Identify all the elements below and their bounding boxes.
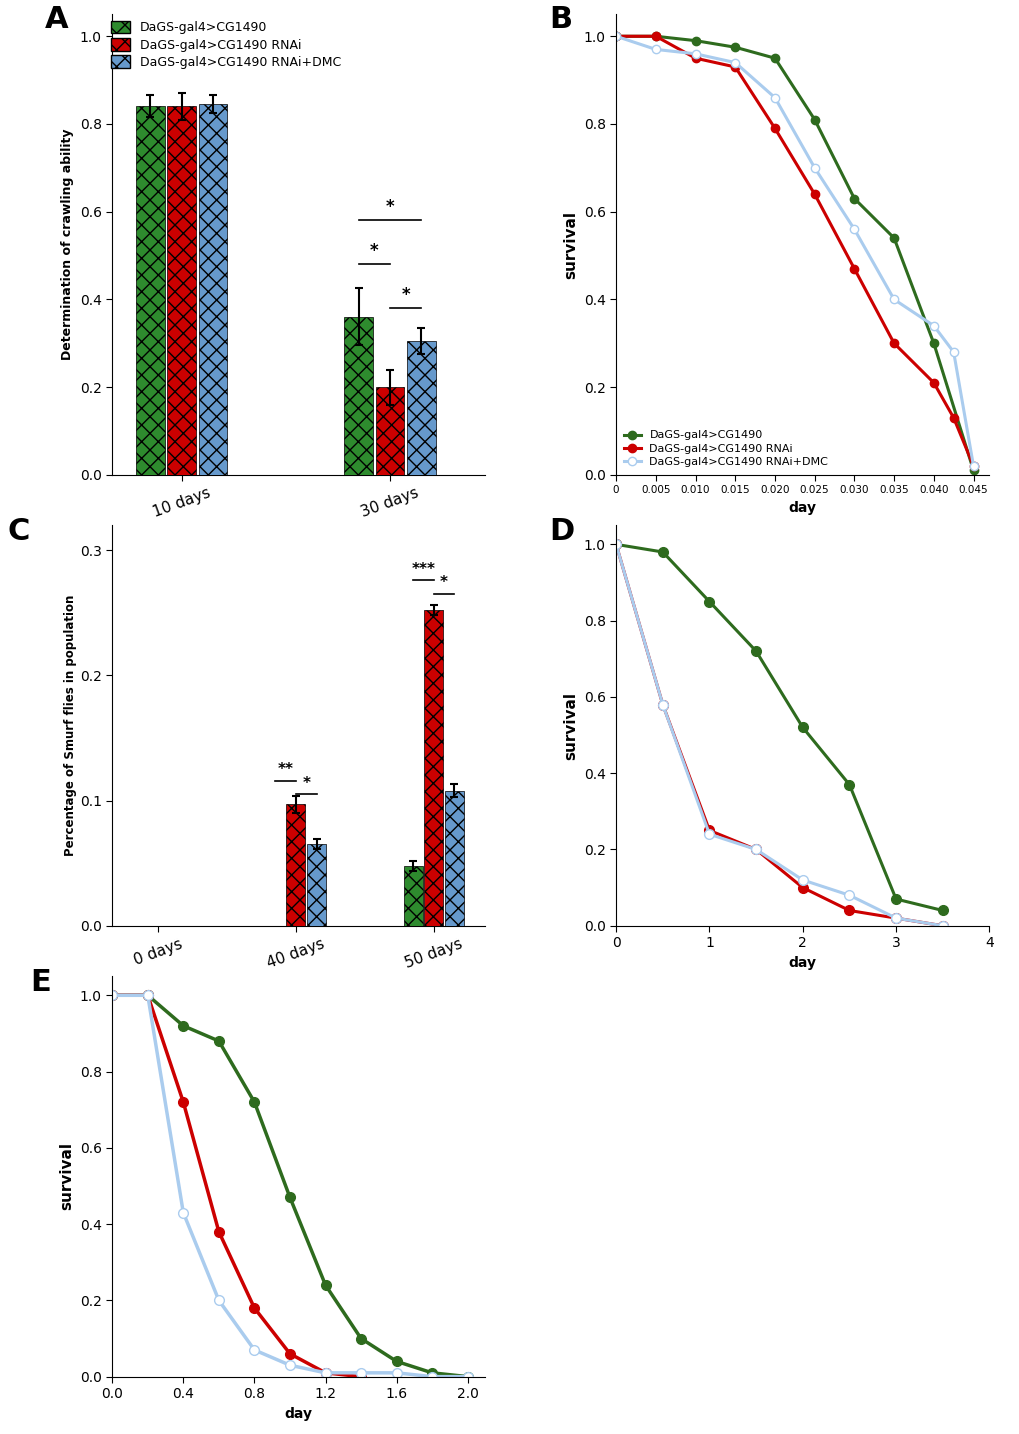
Legend: DaGS-gal4>CG1490, DaGS-gal4>CG1490 RNAi, DaGS-gal4>CG1490 RNAi+DMC: DaGS-gal4>CG1490, DaGS-gal4>CG1490 RNAi,…: [621, 429, 829, 469]
DaGS-gal4>CG1490 RNAi: [848, 260, 860, 277]
Bar: [167, 106, 196, 475]
Bar: [136, 106, 165, 475]
DaGS-gal4>CG1490: [729, 39, 741, 56]
DaGS-gal4>CG1490: [848, 189, 860, 206]
Bar: [199, 105, 227, 475]
Y-axis label: survival: survival: [59, 1143, 74, 1210]
Y-axis label: Determination of crawling ability: Determination of crawling ability: [61, 129, 74, 360]
DaGS-gal4>CG1490: [689, 32, 701, 49]
Bar: [375, 387, 404, 475]
DaGS-gal4>CG1490 RNAi: [689, 50, 701, 67]
DaGS-gal4>CG1490 RNAi: [966, 457, 978, 475]
DaGS-gal4>CG1490 RNAi+DMC: [926, 317, 938, 334]
Text: E: E: [30, 968, 51, 997]
Text: **: **: [277, 761, 293, 777]
X-axis label: day: day: [788, 500, 816, 515]
Legend: DaGS-gal4>CG1490, DaGS-gal4>CG1490 RNAi, DaGS-gal4>CG1490 RNAi+DMC: DaGS-gal4>CG1490, DaGS-gal4>CG1490 RNAi,…: [111, 20, 340, 69]
Line: DaGS-gal4>CG1490 RNAi: DaGS-gal4>CG1490 RNAi: [611, 32, 977, 470]
Text: *: *: [400, 285, 410, 304]
Bar: [286, 804, 305, 926]
DaGS-gal4>CG1490 RNAi: [947, 409, 959, 426]
Text: *: *: [302, 776, 310, 790]
Y-axis label: survival: survival: [562, 691, 578, 760]
DaGS-gal4>CG1490 RNAi: [888, 334, 900, 351]
X-axis label: day: day: [284, 1407, 313, 1421]
DaGS-gal4>CG1490 RNAi: [768, 120, 781, 138]
Text: *: *: [370, 242, 378, 260]
Bar: [424, 611, 443, 926]
DaGS-gal4>CG1490 RNAi+DMC: [609, 27, 622, 44]
DaGS-gal4>CG1490: [768, 50, 781, 67]
DaGS-gal4>CG1490 RNAi: [729, 59, 741, 76]
Bar: [444, 790, 464, 926]
DaGS-gal4>CG1490 RNAi+DMC: [729, 54, 741, 72]
Line: DaGS-gal4>CG1490 RNAi+DMC: DaGS-gal4>CG1490 RNAi+DMC: [611, 32, 977, 470]
Text: *: *: [439, 575, 447, 591]
DaGS-gal4>CG1490 RNAi: [926, 374, 938, 391]
DaGS-gal4>CG1490: [808, 110, 820, 128]
Bar: [404, 866, 422, 926]
DaGS-gal4>CG1490: [888, 229, 900, 247]
Text: *: *: [385, 198, 394, 217]
DaGS-gal4>CG1490: [926, 334, 938, 351]
DaGS-gal4>CG1490 RNAi: [649, 27, 661, 44]
Bar: [307, 845, 326, 926]
Y-axis label: survival: survival: [562, 211, 578, 278]
DaGS-gal4>CG1490 RNAi+DMC: [689, 46, 701, 63]
Text: ***: ***: [411, 562, 435, 576]
Text: B: B: [548, 6, 572, 34]
Text: D: D: [548, 518, 574, 546]
DaGS-gal4>CG1490: [966, 462, 978, 479]
Line: DaGS-gal4>CG1490: DaGS-gal4>CG1490: [611, 32, 977, 475]
Y-axis label: Percentage of Smurf flies in population: Percentage of Smurf flies in population: [64, 595, 76, 856]
DaGS-gal4>CG1490 RNAi+DMC: [888, 291, 900, 308]
DaGS-gal4>CG1490 RNAi+DMC: [947, 343, 959, 360]
X-axis label: day: day: [788, 955, 816, 969]
DaGS-gal4>CG1490 RNAi+DMC: [966, 457, 978, 475]
DaGS-gal4>CG1490 RNAi+DMC: [768, 89, 781, 106]
DaGS-gal4>CG1490 RNAi: [808, 185, 820, 202]
DaGS-gal4>CG1490: [609, 27, 622, 44]
DaGS-gal4>CG1490 RNAi+DMC: [848, 221, 860, 238]
Text: A: A: [45, 6, 68, 34]
DaGS-gal4>CG1490 RNAi: [609, 27, 622, 44]
Bar: [344, 317, 373, 475]
Bar: [407, 341, 435, 475]
DaGS-gal4>CG1490: [649, 27, 661, 44]
DaGS-gal4>CG1490 RNAi+DMC: [808, 159, 820, 176]
DaGS-gal4>CG1490 RNAi+DMC: [649, 40, 661, 57]
Text: C: C: [8, 518, 30, 546]
